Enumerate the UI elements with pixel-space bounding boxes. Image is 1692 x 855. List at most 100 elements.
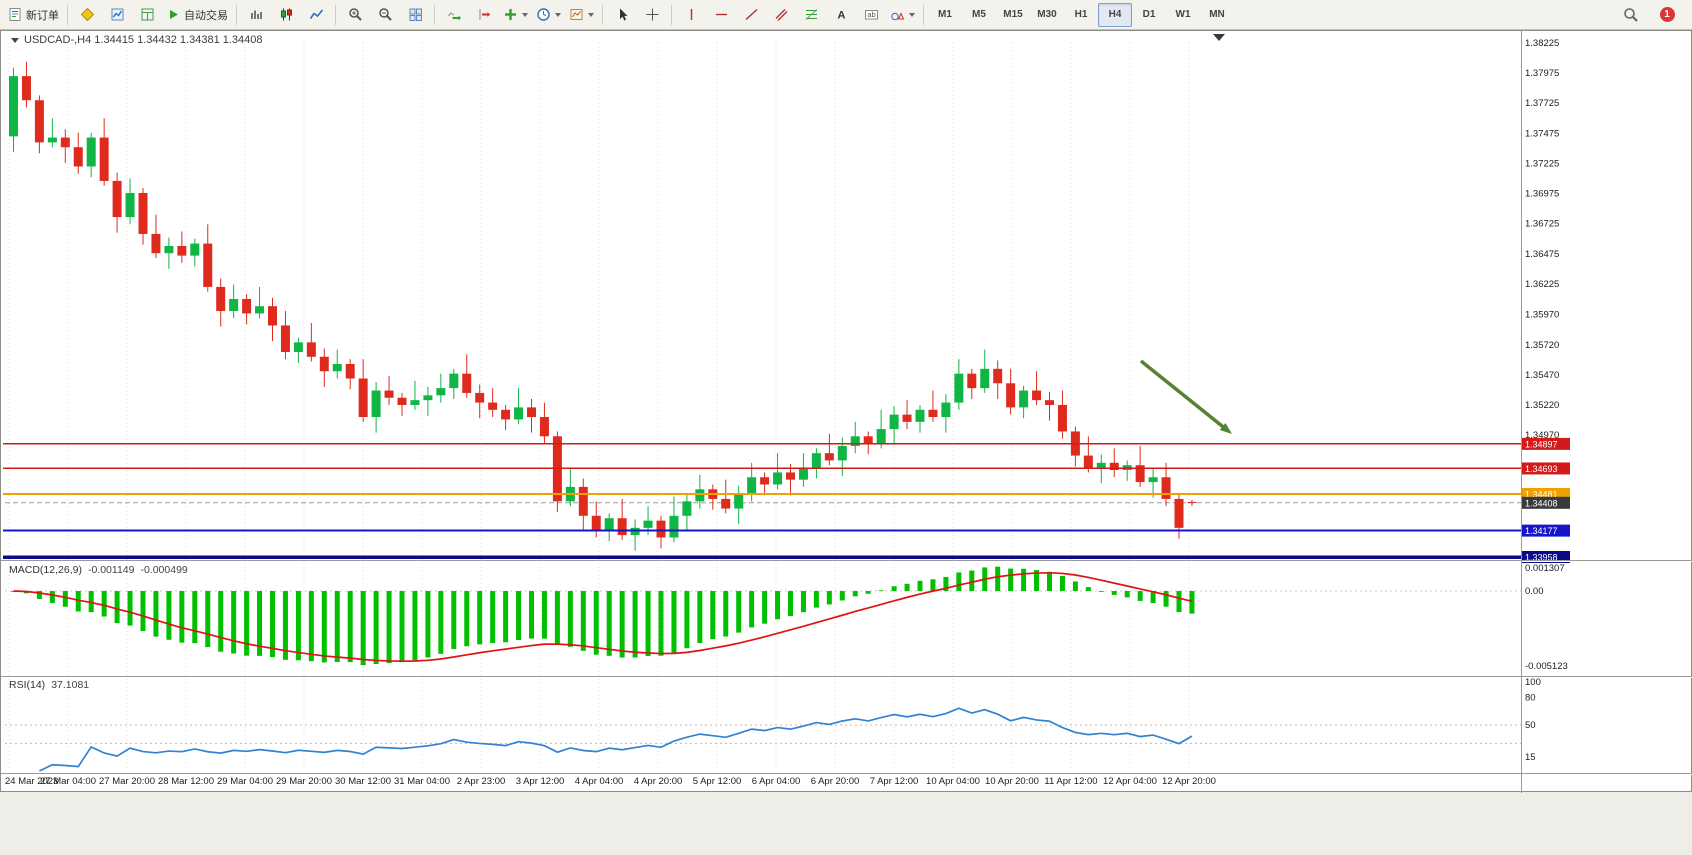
timeframe-m15-button[interactable]: M15 <box>1003 9 1023 20</box>
crosshair-icon <box>646 8 658 21</box>
candle-body <box>177 245 187 256</box>
candle-body <box>21 76 31 101</box>
candle-body <box>695 489 705 502</box>
text-button[interactable]: A <box>826 2 856 28</box>
clock-icon <box>537 8 550 21</box>
price-axis-label: 1.37225 <box>1525 158 1559 169</box>
rsi-value: 37.1081 <box>51 679 90 691</box>
candle-body <box>1019 390 1029 408</box>
metaeditor-button[interactable] <box>72 2 102 28</box>
timeframe-w1-button[interactable]: W1 <box>1175 9 1191 20</box>
candle-body <box>1135 465 1145 483</box>
price-axis-label: 1.38225 <box>1525 38 1559 49</box>
candle-body <box>216 286 226 312</box>
candle-body <box>798 467 808 480</box>
pointer-group <box>607 2 667 28</box>
horizontal-line-button[interactable] <box>706 2 736 28</box>
timeframe-h1-button[interactable]: H1 <box>1074 9 1088 20</box>
new-order-button[interactable]: 新订单 <box>4 2 63 28</box>
time-axis-label: 3 Apr 12:00 <box>516 776 565 787</box>
rsi-axis-label: 100 <box>1525 677 1541 688</box>
candle-body <box>980 368 990 389</box>
candle-body <box>358 378 368 418</box>
crosshair-button[interactable] <box>637 2 667 28</box>
price-badge[interactable] <box>1522 462 1570 475</box>
rsi-axis-label: 50 <box>1525 720 1536 731</box>
price-badge-label: 1.34177 <box>1525 526 1558 536</box>
timeframe-m5-button[interactable]: M5 <box>972 9 986 20</box>
candle-body <box>786 472 795 480</box>
candle-body <box>112 180 122 218</box>
tile-windows-button[interactable] <box>400 2 430 28</box>
timeframe-d1-button[interactable]: D1 <box>1142 9 1156 20</box>
periods-button[interactable] <box>532 2 565 28</box>
candle-body <box>669 515 679 538</box>
chart-shift-button[interactable] <box>469 2 499 28</box>
candle-body <box>993 368 1003 384</box>
price-badge[interactable] <box>1522 496 1570 509</box>
timeframe-m1-button[interactable]: M1 <box>938 9 952 20</box>
label-button[interactable]: ab <box>856 2 886 28</box>
indicators-button[interactable] <box>499 2 532 28</box>
trendline-icon <box>745 8 757 21</box>
timeframe-h4-button[interactable]: H4 <box>1098 2 1132 27</box>
fibonacci-button[interactable] <box>796 2 826 28</box>
templates-button[interactable] <box>565 2 598 28</box>
price-badge[interactable] <box>1522 437 1570 450</box>
candle-body <box>811 453 821 468</box>
candle-body <box>1096 462 1106 468</box>
template-icon <box>570 9 583 20</box>
candle-body <box>99 137 109 181</box>
candlestick-button[interactable] <box>271 2 301 28</box>
market-watch-button[interactable] <box>102 2 132 28</box>
trend-arrow-annotation[interactable] <box>1139 359 1226 430</box>
candle-body <box>850 436 860 446</box>
search-button[interactable] <box>1616 2 1646 28</box>
vertical-line-button[interactable] <box>676 2 706 28</box>
price-axis-label: 1.37725 <box>1525 98 1559 109</box>
candle-body <box>617 518 627 536</box>
candle-body <box>656 520 666 538</box>
price-badge-label: 1.34897 <box>1525 439 1558 449</box>
candle-body <box>60 137 70 148</box>
shapes-icon <box>891 12 905 21</box>
candle-body <box>73 147 83 167</box>
candle-body <box>397 397 407 405</box>
time-axis-label: 4 Apr 04:00 <box>575 776 624 787</box>
timeframe-m30-button[interactable]: M30 <box>1037 9 1057 20</box>
candle-body <box>941 402 951 418</box>
candle-body <box>9 76 18 137</box>
notification-badge: 1 <box>1659 7 1675 22</box>
auto-trading-button[interactable]: 自动交易 <box>162 2 232 28</box>
notifications-button[interactable]: 1 <box>1652 2 1682 28</box>
time-axis-label: 27 Mar 20:00 <box>99 776 155 787</box>
trendline-button[interactable] <box>736 2 766 28</box>
candle-body <box>1161 477 1171 499</box>
price-axis-label: 1.36225 <box>1525 279 1559 290</box>
shapes-button[interactable] <box>886 2 919 28</box>
candle-body <box>229 298 239 312</box>
bar-chart-button[interactable] <box>241 2 271 28</box>
channel-button[interactable] <box>766 2 796 28</box>
cursor-button[interactable] <box>607 2 637 28</box>
time-axis-label: 6 Apr 04:00 <box>752 776 801 787</box>
candle-body <box>514 407 524 420</box>
price-axis-label: 1.37475 <box>1525 128 1559 139</box>
time-axis-label: 2 Apr 23:00 <box>457 776 506 787</box>
rsi-name: RSI(14) <box>9 679 46 691</box>
price-axis-label: 1.35720 <box>1525 340 1559 351</box>
auto-scroll-button[interactable] <box>439 2 469 28</box>
zoom-out-button[interactable] <box>370 2 400 28</box>
price-axis[interactable]: 1.38225 1.37975 1.37725 1.37475 1.37225 1.369… <box>1522 38 1570 563</box>
candle-body <box>190 243 200 256</box>
line-chart-button[interactable] <box>301 2 331 28</box>
candle-body <box>242 298 252 314</box>
price-badge[interactable] <box>1522 524 1570 537</box>
timeframe-mn-button[interactable]: MN <box>1209 9 1225 20</box>
zoom-in-button[interactable] <box>340 2 370 28</box>
chevron-down-icon[interactable] <box>11 37 19 43</box>
chart-shift-marker[interactable] <box>1213 34 1225 41</box>
data-window-button[interactable] <box>132 2 162 28</box>
